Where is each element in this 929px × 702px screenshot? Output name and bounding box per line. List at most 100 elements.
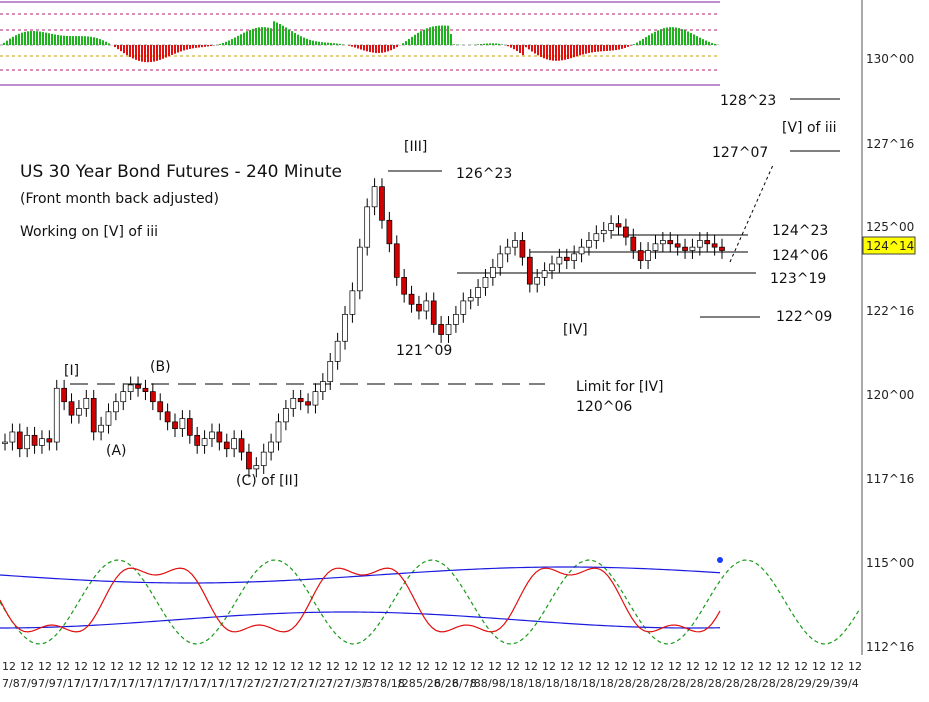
candle-body xyxy=(68,401,75,416)
histogram-bar xyxy=(591,45,593,53)
candle-body xyxy=(349,290,356,315)
candle-body xyxy=(408,293,415,305)
date-tick-top: 12 xyxy=(524,660,538,673)
candle-body xyxy=(31,434,38,446)
date-tick-label: 7/27 xyxy=(326,677,351,690)
histogram-bar xyxy=(237,35,239,45)
histogram-bar xyxy=(660,29,662,45)
price-tick-label: 112^16 xyxy=(866,640,914,654)
date-tick-top: 12 xyxy=(740,660,754,673)
candle-body xyxy=(578,246,585,255)
histogram-bar xyxy=(132,45,134,59)
histogram-bar xyxy=(447,25,449,45)
histogram-bar xyxy=(618,45,620,50)
candle-body xyxy=(689,246,696,251)
histogram-bar xyxy=(18,33,20,45)
date-tick-top: 12 xyxy=(848,660,862,673)
histogram-bar xyxy=(129,45,131,57)
histogram-bar xyxy=(492,43,494,45)
date-tick-top: 12 xyxy=(776,660,790,673)
histogram-bar xyxy=(432,26,434,45)
histogram-bar xyxy=(540,45,542,57)
candle-body xyxy=(2,441,8,444)
histogram-bar xyxy=(183,45,185,51)
date-tick-top: 12 xyxy=(794,660,808,673)
date-tick-top: 12 xyxy=(218,660,232,673)
date-tick-label: 7/17 xyxy=(218,677,243,690)
wave-label-iii: [III] xyxy=(404,139,427,155)
candle-body xyxy=(46,438,53,443)
histogram-bar xyxy=(372,45,374,53)
date-tick-label: /29 xyxy=(812,677,830,690)
date-tick-label: /18 xyxy=(596,677,614,690)
candle-body xyxy=(490,266,496,278)
histogram-bar xyxy=(246,31,248,45)
candle-body xyxy=(438,324,444,335)
level-label-126-23: 126^23 xyxy=(456,166,512,182)
date-tick-top: 12 xyxy=(272,660,286,673)
date-tick-top: 12 xyxy=(38,660,52,673)
oscillator-line xyxy=(0,567,721,633)
histogram-bar xyxy=(6,40,8,45)
histogram-bar xyxy=(261,27,263,45)
candle-body xyxy=(711,243,718,248)
candle-body xyxy=(682,246,688,251)
level-label-127-07: 127^07 xyxy=(712,145,768,161)
histogram-bar xyxy=(189,45,191,49)
histogram-bar xyxy=(228,40,230,45)
histogram-bar xyxy=(51,33,53,45)
histogram-bar xyxy=(612,45,614,51)
histogram-bar xyxy=(588,45,590,54)
price-axis: 130^00 127^16 125^00 122^16 120^00 117^1… xyxy=(862,52,916,654)
histogram-bar xyxy=(555,45,557,61)
date-tick-label: /18 xyxy=(542,677,560,690)
candle-body xyxy=(246,451,252,470)
wave-label-iv: [IV] xyxy=(563,322,588,338)
histogram-bar xyxy=(300,36,302,45)
candle-body xyxy=(512,240,518,248)
histogram-bar xyxy=(642,38,644,45)
candle-body xyxy=(216,431,223,443)
date-tick-top: 12 xyxy=(74,660,88,673)
histogram-bar xyxy=(402,43,404,45)
histogram-bar xyxy=(141,45,143,62)
histogram-bar xyxy=(675,27,677,45)
histogram-bar xyxy=(222,42,224,45)
histogram-bar xyxy=(696,36,698,45)
candle-body xyxy=(209,431,215,440)
histogram-bar xyxy=(477,44,479,45)
histogram-bar xyxy=(36,31,38,45)
date-tick-label: /4 xyxy=(848,677,859,690)
price-tick-label: 115^00 xyxy=(866,556,914,570)
histogram-bar xyxy=(195,45,197,48)
candle-body xyxy=(283,408,289,423)
histogram-bar xyxy=(270,28,272,45)
price-tick-label: 130^00 xyxy=(866,52,914,66)
histogram-bar xyxy=(537,45,539,56)
wave-label-c-of-ii: (C) of [II] xyxy=(236,473,298,489)
histogram-bar xyxy=(63,35,65,45)
histogram-bar xyxy=(27,31,29,45)
histogram-bar xyxy=(654,31,656,45)
candle-body xyxy=(157,401,164,413)
histogram-bar xyxy=(429,27,431,45)
candle-body xyxy=(253,465,260,470)
candle-body xyxy=(608,223,614,231)
date-tick-label: /28 xyxy=(614,677,632,690)
histogram-bar xyxy=(609,45,611,51)
histogram-bar xyxy=(30,31,32,45)
date-tick-label: 6/78 xyxy=(452,677,477,690)
histogram-bar xyxy=(60,35,62,45)
chart-subtitle: (Front month back adjusted) xyxy=(20,191,219,207)
date-tick-label: 7/17 xyxy=(182,677,207,690)
histogram-bar xyxy=(117,45,119,50)
histogram-bar xyxy=(168,45,170,57)
candle-body xyxy=(194,434,201,446)
current-price-label: 124^14 xyxy=(866,239,914,253)
candle-body xyxy=(379,186,385,221)
histogram-bar xyxy=(249,29,251,45)
candle-body xyxy=(467,297,474,302)
histogram-bar xyxy=(33,31,35,45)
histogram-bar xyxy=(252,28,254,45)
date-tick-top: 12 xyxy=(506,660,520,673)
